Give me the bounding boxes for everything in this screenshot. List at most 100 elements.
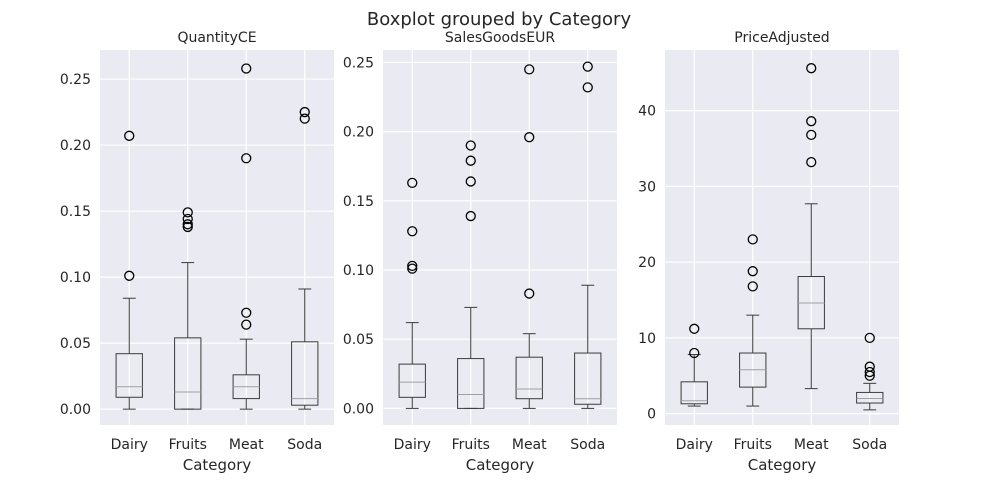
box-fruits bbox=[457, 140, 485, 409]
x-tick-label: Fruits bbox=[169, 437, 207, 453]
x-axis-label: Category bbox=[466, 456, 535, 474]
y-tick-label: 0.20 bbox=[343, 125, 374, 141]
box-dairy bbox=[115, 130, 143, 410]
y-tick-label: 0.05 bbox=[60, 336, 91, 352]
y-tick-label: 30 bbox=[638, 179, 656, 195]
outlier-point bbox=[747, 234, 758, 245]
outlier-point bbox=[241, 153, 252, 164]
outlier-point bbox=[182, 207, 193, 218]
outlier-point bbox=[182, 221, 193, 233]
subplot-2: 0.00 0.05 0.10 0.15 0.20 0.25 Dairy Fruits Meat S… bbox=[343, 30, 617, 474]
iqr-box bbox=[174, 337, 202, 410]
outlier-point bbox=[747, 281, 758, 292]
x-tick-label: Soda bbox=[852, 437, 887, 453]
box-dairy bbox=[398, 177, 426, 409]
outlier-point bbox=[182, 219, 193, 230]
outlier-point bbox=[407, 226, 418, 237]
y-tick-label: 0.25 bbox=[60, 72, 91, 88]
x-tick-label: Fruits bbox=[452, 437, 490, 453]
iqr-box bbox=[457, 358, 485, 409]
outlier-point bbox=[747, 266, 758, 277]
iqr-box bbox=[856, 391, 884, 404]
outlier-point bbox=[299, 106, 310, 118]
y-tick-label: 0.05 bbox=[343, 332, 374, 348]
x-tick-label: Meat bbox=[794, 437, 829, 453]
y-tick-label: 20 bbox=[638, 255, 656, 271]
y-tick-label: 0.00 bbox=[60, 402, 91, 418]
outlier-point bbox=[806, 116, 817, 127]
iqr-box bbox=[574, 352, 602, 405]
outlier-point bbox=[524, 64, 535, 75]
outlier-point bbox=[864, 361, 875, 372]
subplot-title: QuantityCE bbox=[177, 30, 256, 46]
x-tick-label: Soda bbox=[570, 437, 605, 453]
x-tick-label: Soda bbox=[287, 437, 322, 453]
outlier-point bbox=[806, 63, 817, 74]
outlier-point bbox=[465, 140, 476, 151]
outlier-point bbox=[124, 130, 135, 141]
plot-area bbox=[383, 50, 617, 425]
x-tick-label: Dairy bbox=[676, 437, 713, 453]
y-tick-label: 0.25 bbox=[343, 55, 374, 71]
x-tick-label: Meat bbox=[229, 437, 264, 453]
box-meat bbox=[797, 63, 825, 390]
y-tick-label: 40 bbox=[638, 104, 656, 120]
y-tick-label: 10 bbox=[638, 331, 656, 347]
y-tick-label: 0.20 bbox=[60, 138, 91, 154]
outlier-point bbox=[864, 366, 875, 378]
outlier-point bbox=[407, 177, 418, 188]
box-fruits bbox=[174, 207, 202, 410]
outlier-point bbox=[864, 332, 875, 344]
subplot-title: PriceAdjusted bbox=[734, 30, 829, 46]
outlier-point bbox=[465, 176, 476, 187]
outlier-point bbox=[582, 82, 593, 93]
outlier-point bbox=[689, 347, 700, 359]
y-tick-label: 0 bbox=[647, 407, 656, 423]
outlier-point bbox=[582, 61, 593, 72]
outlier-point bbox=[806, 129, 817, 140]
box-fruits bbox=[739, 234, 767, 407]
iqr-box bbox=[680, 381, 708, 405]
outlier-point bbox=[124, 270, 135, 281]
y-tick-label: 0.10 bbox=[60, 270, 91, 286]
subplot-title: SalesGoodsEUR bbox=[445, 30, 556, 46]
plot-area bbox=[100, 50, 334, 425]
outlier-point bbox=[407, 260, 418, 272]
figure-title: Boxplot grouped by Category bbox=[367, 9, 632, 30]
x-tick-label: Meat bbox=[512, 437, 547, 453]
y-tick-label: 0.00 bbox=[343, 401, 374, 417]
box-meat bbox=[515, 64, 543, 409]
subplot-3: 0 10 20 30 40 Dairy Fruits Meat Soda PriceAdjuste… bbox=[638, 30, 899, 474]
x-axis-label: Category bbox=[183, 456, 252, 474]
y-tick-label: 0.10 bbox=[343, 263, 374, 279]
outlier-point bbox=[806, 156, 817, 168]
outlier-point bbox=[182, 213, 193, 225]
x-tick-label: Dairy bbox=[394, 437, 431, 453]
box-meat bbox=[232, 63, 260, 410]
x-axis-label: Category bbox=[748, 456, 817, 474]
iqr-box bbox=[515, 356, 543, 400]
outlier-point bbox=[407, 263, 418, 274]
x-tick-label: Fruits bbox=[734, 437, 772, 453]
plot-area bbox=[665, 50, 899, 425]
outlier-point bbox=[241, 307, 252, 318]
outlier-point bbox=[241, 319, 252, 330]
y-tick-label: 0.15 bbox=[60, 204, 91, 220]
outlier-point bbox=[524, 288, 535, 299]
iqr-box bbox=[398, 363, 426, 398]
outlier-point bbox=[465, 155, 476, 166]
subplot-1: 0.00 0.05 0.10 0.15 0.20 0.25 Dairy Fruits Meat S… bbox=[60, 30, 334, 474]
box-soda bbox=[291, 106, 319, 410]
outlier-point bbox=[465, 210, 476, 222]
box-soda bbox=[574, 61, 602, 409]
y-tick-label: 0.15 bbox=[343, 194, 374, 210]
box-soda bbox=[856, 332, 884, 411]
outlier-point bbox=[689, 323, 700, 334]
iqr-box bbox=[291, 341, 319, 406]
iqr-box bbox=[115, 353, 143, 398]
outlier-point bbox=[299, 113, 310, 124]
outlier-point bbox=[241, 63, 252, 74]
x-tick-label: Dairy bbox=[111, 437, 148, 453]
